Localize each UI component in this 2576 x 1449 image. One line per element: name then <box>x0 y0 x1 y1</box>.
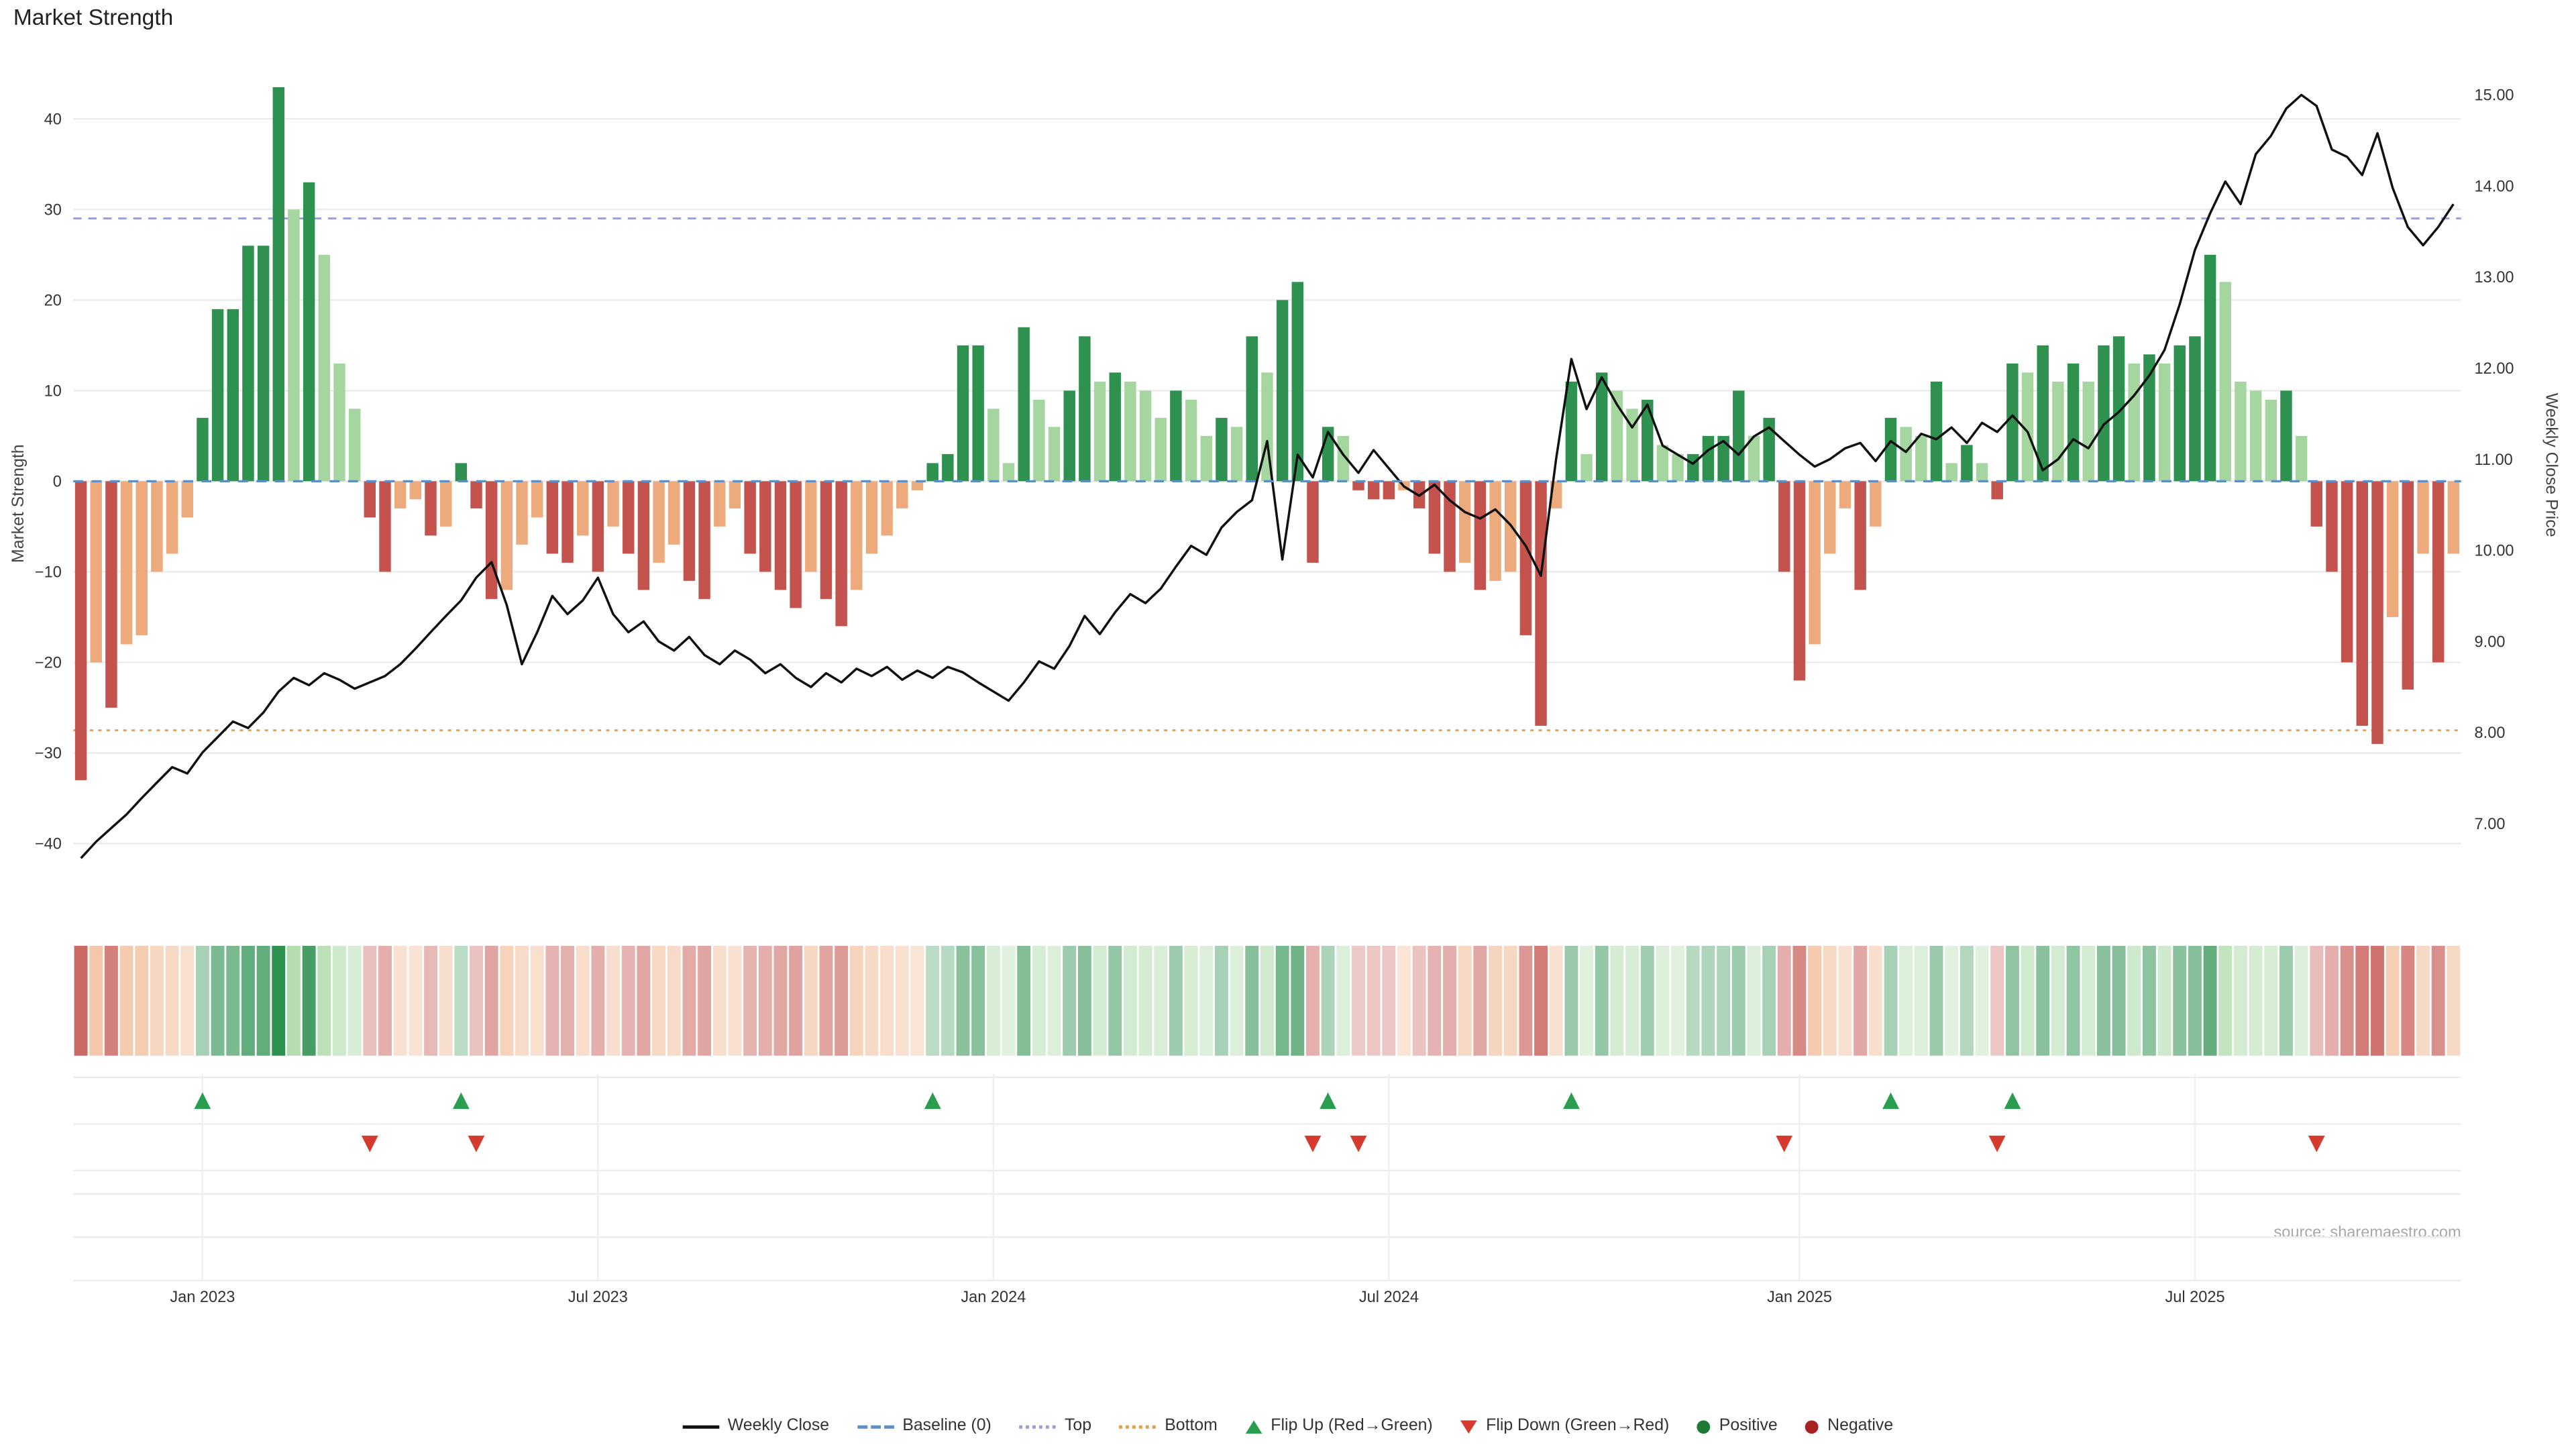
svg-text:−30: −30 <box>35 745 62 762</box>
chart-legend: Weekly Close Baseline (0) Top Bottom Flip Up… <box>0 1417 2576 1436</box>
legend-label: Positive <box>1719 1417 1778 1436</box>
svg-text:Jan 2023: Jan 2023 <box>170 1288 235 1305</box>
legend-item-4[interactable]: Flip Up (Red→Green) <box>1246 1417 1433 1436</box>
market-strength-chart: 40 30 20 10 0 −10 −20 −30 −40 15.00 14.00 13.00 12.0… <box>35 87 2514 1305</box>
svg-text:30: 30 <box>44 201 62 218</box>
price-line <box>80 93 2455 859</box>
svg-text:−10: −10 <box>35 564 62 581</box>
page-title: Market Strength <box>13 5 174 30</box>
legend-dot-swatch <box>1805 1419 1819 1433</box>
flip-down-marker <box>1350 1135 1367 1152</box>
svg-text:Jul 2025: Jul 2025 <box>2165 1288 2224 1305</box>
legend-label: Weekly Close <box>727 1417 830 1436</box>
flip-down-marker <box>361 1135 378 1152</box>
legend-label: Top <box>1064 1417 1092 1436</box>
flip-down-marker <box>1776 1135 1793 1152</box>
x-axis-labels: Jan 2023 Jul 2023 Jan 2024 Jul 2024 Jan 2025… <box>170 1288 2224 1305</box>
flip-up-marker <box>452 1092 470 1110</box>
flip-up-marker <box>1320 1092 1336 1110</box>
svg-text:Jan 2024: Jan 2024 <box>961 1288 1026 1305</box>
gridlines <box>73 117 2461 1282</box>
legend-item-2[interactable]: Top <box>1019 1417 1092 1436</box>
legend-triangle-up-swatch <box>1246 1419 1263 1433</box>
left-axis-ticks: 40 30 20 10 0 −10 −20 −30 −40 <box>35 110 62 852</box>
flip-down-marker <box>1304 1135 1322 1152</box>
legend-item-6[interactable]: Positive <box>1697 1417 1778 1436</box>
legend-label: Baseline (0) <box>902 1417 991 1436</box>
legend-item-0[interactable]: Weekly Close <box>682 1417 830 1436</box>
legend-dotted-swatch <box>1019 1424 1057 1428</box>
flip-up-marker <box>2004 1092 2021 1110</box>
strength-bars <box>74 87 2460 780</box>
svg-text:10: 10 <box>44 382 62 400</box>
legend-dot-swatch <box>1697 1419 1711 1433</box>
svg-text:0: 0 <box>53 473 62 490</box>
flip-up-marker <box>924 1092 941 1110</box>
flip-up-marker <box>1563 1092 1580 1110</box>
legend-item-7[interactable]: Negative <box>1805 1417 1894 1436</box>
svg-text:11.00: 11.00 <box>2475 451 2513 468</box>
flip-down-marker <box>2308 1135 2325 1152</box>
flip-up-marker <box>194 1092 211 1110</box>
flip-up-markers <box>194 1092 2021 1110</box>
svg-text:7.00: 7.00 <box>2475 815 2506 833</box>
svg-text:10.00: 10.00 <box>2475 542 2514 559</box>
svg-text:13.00: 13.00 <box>2475 268 2514 286</box>
svg-text:12.00: 12.00 <box>2475 360 2514 377</box>
legend-dotted-swatch <box>1120 1424 1157 1428</box>
svg-text:20: 20 <box>44 291 62 309</box>
legend-triangle-down-swatch <box>1460 1419 1478 1433</box>
legend-label: Negative <box>1827 1417 1894 1436</box>
svg-text:−40: −40 <box>35 835 62 853</box>
svg-text:Jan 2025: Jan 2025 <box>1767 1288 1832 1305</box>
flip-down-marker <box>1988 1135 2006 1152</box>
svg-text:40: 40 <box>44 110 62 127</box>
heatmap-strip <box>74 945 2461 1056</box>
legend-item-5[interactable]: Flip Down (Green→Red) <box>1460 1417 1670 1436</box>
legend-label: Flip Down (Green→Red) <box>1486 1417 1670 1436</box>
svg-text:9.00: 9.00 <box>2475 633 2506 650</box>
legend-item-1[interactable]: Baseline (0) <box>857 1417 991 1436</box>
svg-text:15.00: 15.00 <box>2475 87 2514 104</box>
svg-text:8.00: 8.00 <box>2475 724 2506 741</box>
right-axis-ticks: 15.00 14.00 13.00 12.00 11.00 10.00 9.00 8.00 7.… <box>2475 87 2514 833</box>
flip-up-marker <box>1882 1092 1899 1110</box>
legend-label: Flip Up (Red→Green) <box>1271 1417 1433 1436</box>
svg-text:Jul 2024: Jul 2024 <box>1359 1288 1419 1305</box>
source-note: source: sharemaestro.com <box>2273 1224 2461 1242</box>
svg-text:14.00: 14.00 <box>2475 177 2514 195</box>
svg-text:−20: −20 <box>35 654 62 672</box>
flip-down-markers <box>361 1135 2325 1152</box>
legend-line-swatch <box>682 1424 720 1428</box>
svg-text:Jul 2023: Jul 2023 <box>568 1288 628 1305</box>
legend-label: Bottom <box>1165 1417 1218 1436</box>
flip-down-marker <box>468 1135 485 1152</box>
legend-dashed-swatch <box>857 1424 894 1428</box>
legend-item-3[interactable]: Bottom <box>1120 1417 1218 1436</box>
